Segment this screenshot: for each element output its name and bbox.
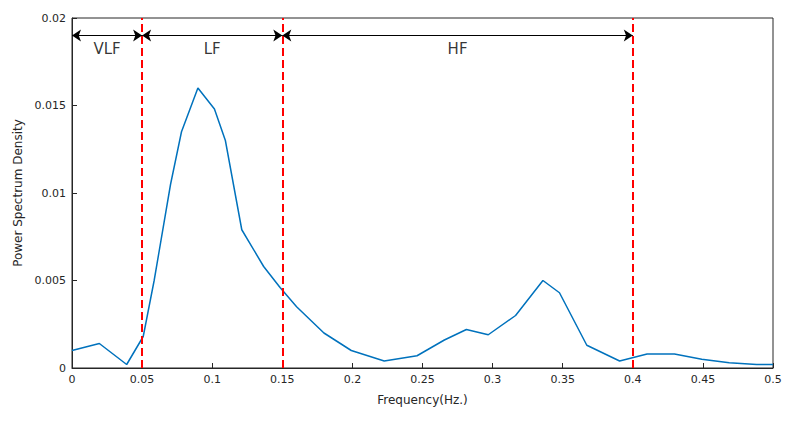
svg-text:0.15: 0.15: [270, 373, 295, 386]
svg-text:Frequency(Hz.): Frequency(Hz.): [377, 393, 468, 407]
svg-text:0: 0: [69, 373, 76, 386]
svg-text:LF: LF: [204, 40, 221, 58]
svg-text:0.05: 0.05: [130, 373, 155, 386]
svg-text:0.25: 0.25: [410, 373, 435, 386]
svg-text:0.45: 0.45: [691, 373, 716, 386]
svg-text:0.02: 0.02: [42, 12, 67, 25]
svg-text:VLF: VLF: [93, 40, 120, 58]
svg-text:0.4: 0.4: [624, 373, 642, 386]
svg-text:0.1: 0.1: [203, 373, 221, 386]
svg-text:Power Spectrum Density: Power Spectrum Density: [11, 119, 25, 267]
svg-text:0.005: 0.005: [35, 274, 67, 287]
svg-text:0.35: 0.35: [550, 373, 575, 386]
svg-text:0.3: 0.3: [484, 373, 502, 386]
svg-text:0.01: 0.01: [42, 187, 67, 200]
svg-text:0.015: 0.015: [35, 99, 67, 112]
svg-text:0: 0: [59, 362, 66, 375]
svg-text:HF: HF: [448, 40, 468, 58]
svg-text:0.5: 0.5: [764, 373, 782, 386]
svg-text:0.2: 0.2: [344, 373, 362, 386]
